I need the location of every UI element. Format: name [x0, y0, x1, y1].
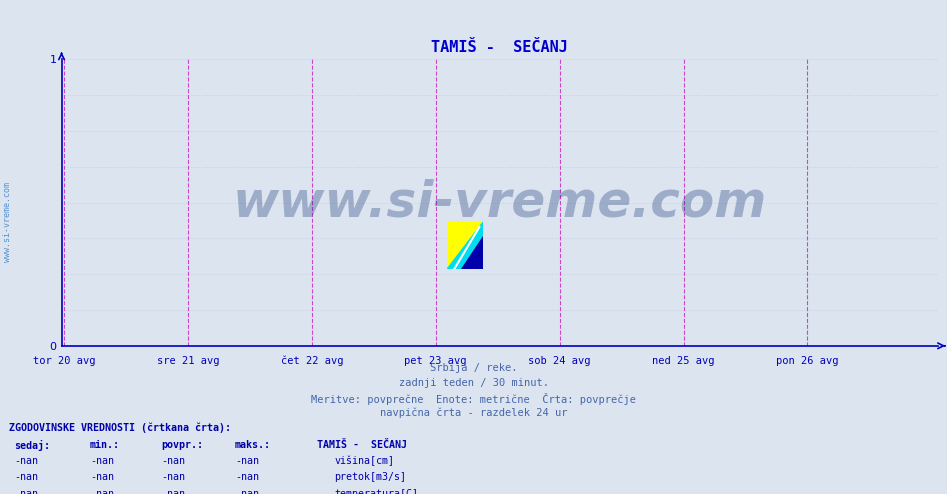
- Text: pretok[m3/s]: pretok[m3/s]: [334, 472, 406, 482]
- Text: -nan: -nan: [90, 472, 114, 482]
- Text: www.si-vreme.com: www.si-vreme.com: [3, 182, 12, 262]
- Text: navpična črta - razdelek 24 ur: navpična črta - razdelek 24 ur: [380, 408, 567, 418]
- Text: -nan: -nan: [14, 489, 38, 494]
- Text: -nan: -nan: [235, 472, 259, 482]
- Text: -nan: -nan: [14, 472, 38, 482]
- Title: TAMIŠ -  SEČANJ: TAMIŠ - SEČANJ: [431, 41, 568, 55]
- Text: ZGODOVINSKE VREDNOSTI (črtkana črta):: ZGODOVINSKE VREDNOSTI (črtkana črta):: [9, 422, 231, 433]
- Text: povpr.:: povpr.:: [161, 440, 203, 450]
- Polygon shape: [447, 222, 483, 269]
- Text: Meritve: povprečne  Enote: metrične  Črta: povprečje: Meritve: povprečne Enote: metrične Črta:…: [311, 393, 636, 405]
- Text: -nan: -nan: [161, 489, 185, 494]
- Polygon shape: [461, 237, 483, 269]
- Text: višina[cm]: višina[cm]: [334, 456, 394, 466]
- Text: maks.:: maks.:: [235, 440, 271, 450]
- Text: TAMIŠ -  SEČANJ: TAMIŠ - SEČANJ: [317, 440, 407, 450]
- Text: sedaj:: sedaj:: [14, 440, 50, 451]
- Text: Srbija / reke.: Srbija / reke.: [430, 363, 517, 373]
- Text: -nan: -nan: [235, 489, 259, 494]
- Text: -nan: -nan: [235, 456, 259, 466]
- Polygon shape: [447, 222, 483, 269]
- Text: -nan: -nan: [90, 489, 114, 494]
- Text: -nan: -nan: [14, 456, 38, 466]
- Text: www.si-vreme.com: www.si-vreme.com: [232, 178, 767, 227]
- Text: -nan: -nan: [161, 472, 185, 482]
- Text: zadnji teden / 30 minut.: zadnji teden / 30 minut.: [399, 378, 548, 388]
- Text: -nan: -nan: [90, 456, 114, 466]
- Text: temperatura[C]: temperatura[C]: [334, 489, 419, 494]
- Text: -nan: -nan: [161, 456, 185, 466]
- Text: min.:: min.:: [90, 440, 120, 450]
